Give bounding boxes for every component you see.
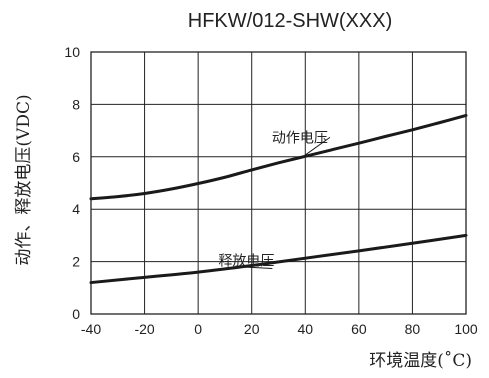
y-tick-label: 8 xyxy=(72,96,80,112)
series-line-1 xyxy=(89,113,468,201)
y-tick-label: 4 xyxy=(72,201,80,217)
plot-border xyxy=(90,51,467,315)
grid-lines xyxy=(91,52,466,314)
plot-frame xyxy=(90,51,467,315)
series-label-2: 释放电压 xyxy=(218,254,274,270)
x-tick-label: 20 xyxy=(244,321,260,337)
x-tick-label: 100 xyxy=(454,321,478,337)
x-tick-label: -20 xyxy=(134,321,154,337)
y-tick-label: 0 xyxy=(72,306,80,322)
chart-title: HFKW/012-SHW(XXX) xyxy=(188,10,392,32)
y-tick-label: 10 xyxy=(64,44,80,60)
series-line-2 xyxy=(89,233,468,285)
y-tick-label: 2 xyxy=(72,254,80,270)
x-tick-label: 60 xyxy=(351,321,367,337)
x-tick-label: 0 xyxy=(194,321,202,337)
tick-labels: -40 -20 0 20 40 60 80 100 0 2 4 6 8 10 xyxy=(64,44,477,337)
x-tick-label: 40 xyxy=(297,321,313,337)
x-tick-label: 80 xyxy=(405,321,421,337)
x-axis-title: 环境温度(˚C) xyxy=(369,351,472,371)
series-label-leader-1 xyxy=(302,136,331,158)
x-tick-label: -40 xyxy=(81,321,101,337)
series-label-1: 动作电压 xyxy=(272,130,328,146)
y-tick-label: 6 xyxy=(72,149,80,165)
y-axis-title: 动作、释放电压(VDC) xyxy=(14,94,34,265)
data-curves xyxy=(89,113,468,285)
series-label-leader-2 xyxy=(240,266,273,270)
